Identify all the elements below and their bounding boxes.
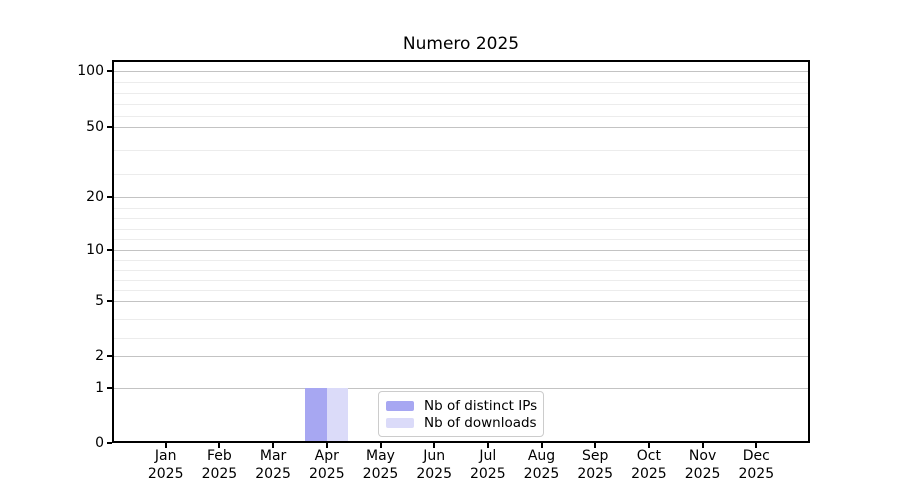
y-axis-tick — [107, 125, 112, 128]
y-axis-tick-label: 1 — [95, 380, 104, 396]
y-gridline-minor — [112, 173, 810, 175]
x-axis-tick-label: Oct 2025 — [631, 448, 667, 482]
y-axis-tick — [107, 69, 112, 72]
y-axis-tick — [107, 248, 112, 251]
x-axis-tick-label: Jun 2025 — [416, 448, 452, 482]
y-axis-tick-label: 2 — [95, 348, 104, 365]
x-axis-tick-label: Jul 2025 — [469, 448, 506, 482]
x-axis-tick-label: Aug 2025 — [523, 448, 560, 482]
y-gridline-minor — [112, 270, 810, 272]
x-axis-tick — [272, 443, 275, 448]
y-gridline-major — [112, 126, 810, 128]
x-axis-tick — [755, 443, 758, 448]
y-gridline-major — [112, 300, 810, 302]
legend-swatch-downloads — [386, 417, 414, 428]
x-axis-tick-label: Dec 2025 — [738, 448, 775, 482]
y-axis-tick — [107, 442, 112, 444]
y-axis-tick-label: 0 — [95, 435, 104, 451]
y-axis-tick — [107, 387, 112, 389]
y-gridline-major — [112, 70, 810, 72]
y-axis-tick-label: 50 — [86, 118, 104, 135]
y-gridline-minor — [112, 228, 810, 230]
plot-area — [112, 60, 810, 443]
y-gridline-minor — [112, 239, 810, 241]
y-gridline-minor — [112, 93, 810, 95]
y-axis-tick-label: 10 — [86, 241, 104, 258]
y-gridline-major — [112, 356, 810, 358]
x-axis-tick-label: Mar 2025 — [255, 448, 291, 482]
legend: Nb of distinct IPs Nb of downloads — [378, 391, 544, 437]
y-gridline-major — [112, 249, 810, 251]
y-gridline-major — [112, 197, 810, 199]
legend-swatch-distinct-ips — [386, 400, 414, 411]
y-axis-tick-label: 100 — [77, 62, 104, 79]
legend-item-distinct-ips: Nb of distinct IPs — [386, 397, 538, 414]
x-axis-tick — [647, 443, 650, 448]
x-axis-tick — [433, 443, 436, 448]
legend-label-distinct-ips: Nb of distinct IPs — [424, 397, 538, 414]
y-axis-tick — [107, 355, 112, 358]
x-axis-tick-label: Apr 2025 — [308, 448, 345, 482]
x-axis-tick — [701, 443, 704, 448]
y-gridline-minor — [112, 260, 810, 261]
x-axis-tick — [379, 443, 382, 448]
bar-distinct-ips — [305, 388, 327, 443]
y-gridline-minor — [112, 319, 810, 321]
x-axis-tick — [218, 443, 221, 448]
y-axis-tick — [107, 299, 112, 302]
y-gridline-minor — [112, 280, 810, 282]
legend-label-downloads: Nb of downloads — [424, 414, 537, 431]
y-gridline-minor — [112, 104, 810, 106]
x-axis-tick — [164, 443, 167, 448]
legend-item-downloads: Nb of downloads — [386, 414, 537, 431]
y-axis-tick — [107, 196, 112, 199]
y-gridline-minor — [112, 115, 810, 117]
y-gridline-minor — [112, 207, 810, 209]
x-axis-tick-label: Nov 2025 — [684, 448, 721, 482]
x-axis-tick — [540, 443, 543, 448]
x-axis-tick — [486, 443, 489, 448]
y-gridline-minor — [112, 218, 810, 220]
x-axis-tick-label: Feb 2025 — [201, 448, 238, 482]
x-axis-tick — [325, 443, 328, 448]
chart-title: Numero 2025 — [402, 34, 520, 54]
x-axis-tick — [594, 443, 597, 448]
y-gridline-minor — [112, 290, 810, 292]
x-axis-tick-label: Sep 2025 — [577, 448, 613, 482]
plot-frame — [112, 60, 810, 443]
y-gridline-minor — [112, 81, 810, 83]
y-gridline-minor — [112, 337, 810, 339]
y-axis-tick-label: 20 — [86, 189, 104, 206]
y-gridline-minor — [112, 150, 810, 152]
x-axis-tick-label: May 2025 — [362, 448, 399, 482]
y-axis-tick-label: 5 — [95, 292, 104, 309]
y-gridline-major — [112, 388, 810, 389]
bar-downloads — [326, 388, 349, 443]
x-axis-tick-label: Jan 2025 — [147, 448, 184, 482]
